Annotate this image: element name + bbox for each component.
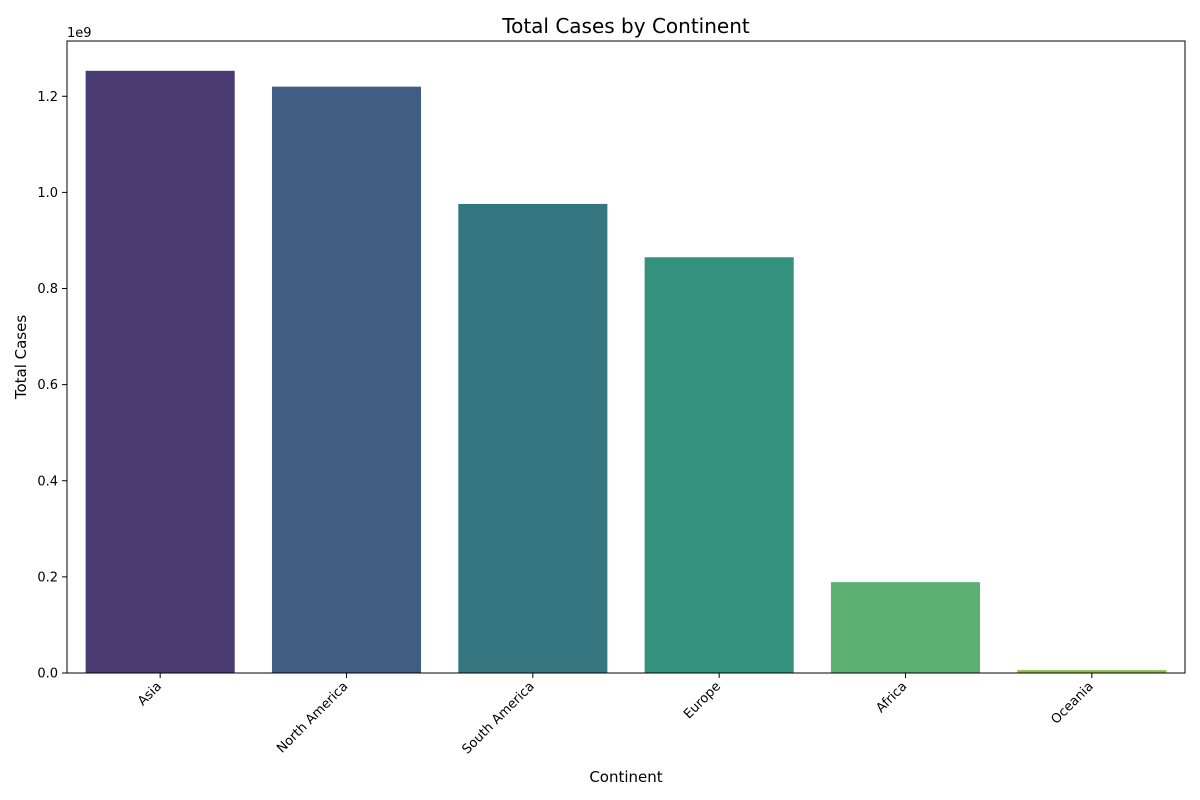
y-axis: 0.0 0.2 0.4 0.6 0.8 1.0 1.2 [37,90,67,682]
bar-europe [644,257,794,673]
x-tick-label: Africa [874,679,911,716]
plot-frame [66,40,1186,674]
x-tick-label: Asia [135,679,165,709]
y-tick-label: 0.4 [37,474,58,489]
y-axis-label: Total Cases [12,315,30,401]
y-tick-label: 0.0 [37,667,58,682]
x-tick-label: Europe [681,679,724,722]
y-tick-label: 0.2 [37,570,58,585]
x-tick-label: Oceania [1048,679,1096,727]
y-tick-label: 1.2 [37,90,58,105]
x-axis: Asia North America South America Europe Afri… [135,673,1097,757]
y-tick-label: 0.8 [37,282,58,297]
x-tick-label: South America [459,679,537,757]
x-axis-label: Continent [589,768,662,786]
bar-south-america [458,203,608,673]
y-axis-offset-label: 1e9 [67,26,92,41]
x-tick-label: North America [274,679,351,756]
bar-asia [85,70,235,673]
bar-north-america [271,86,422,674]
bars-group [85,70,1167,674]
y-tick-label: 1.0 [37,186,58,201]
chart-title: Total Cases by Continent [501,14,750,38]
y-tick-label: 0.6 [37,378,58,393]
bar-africa [830,582,981,673]
bar-oceania [1017,670,1167,673]
